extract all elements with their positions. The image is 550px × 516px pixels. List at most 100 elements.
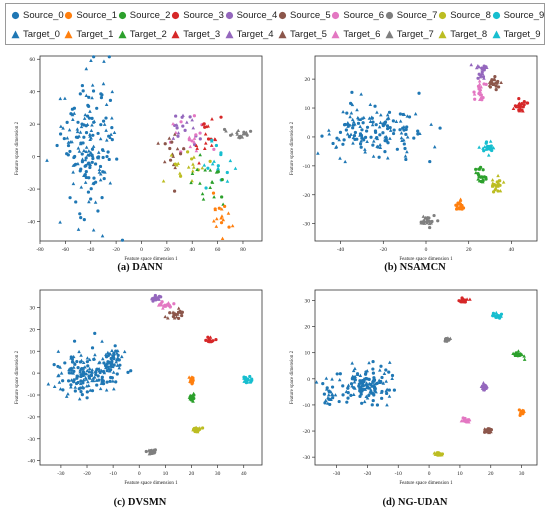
target-point	[58, 96, 63, 101]
target-point	[189, 180, 193, 185]
target-point	[100, 356, 105, 361]
source-point	[374, 123, 378, 127]
circle-marker-icon	[385, 11, 393, 19]
legend-item-target_5: Target_5	[278, 27, 327, 41]
source-point	[90, 116, 94, 120]
triangle-marker-icon	[438, 30, 447, 38]
target-point	[345, 132, 350, 136]
source-point	[350, 90, 354, 94]
source-point	[493, 75, 497, 79]
x-tick-label: -30	[57, 471, 65, 477]
y-tick-label: 0	[307, 135, 310, 141]
y-tick-label: -10	[303, 164, 311, 170]
source-point	[208, 159, 212, 163]
source-point	[391, 131, 396, 136]
target-point	[220, 236, 225, 240]
target-point	[198, 181, 202, 185]
source-point	[353, 130, 357, 135]
target-point	[213, 207, 218, 212]
source-point	[222, 127, 227, 132]
target-point	[165, 302, 170, 306]
source-point	[517, 97, 521, 101]
source-point	[79, 167, 83, 171]
target-point	[235, 132, 240, 136]
source-point	[74, 162, 78, 166]
target-point	[233, 166, 238, 170]
source-point	[457, 299, 461, 303]
target-point	[172, 316, 177, 320]
triangle-marker-icon	[278, 30, 287, 38]
source-point	[191, 378, 195, 383]
target-point	[337, 137, 342, 142]
y-axis-label: Feature space dimension 2	[15, 350, 20, 404]
y-tick-label: 20	[30, 122, 36, 128]
source-point	[522, 100, 526, 104]
target-point	[161, 179, 166, 183]
target-point	[190, 171, 195, 175]
target-point	[100, 339, 104, 343]
source-point	[356, 121, 361, 125]
source-point	[168, 158, 173, 162]
x-tick-label: -10	[109, 471, 117, 477]
target-point	[97, 167, 102, 172]
target-point	[351, 141, 355, 145]
source-point	[76, 366, 80, 370]
target-point	[79, 185, 84, 189]
source-point	[105, 380, 109, 384]
target-point	[210, 162, 215, 166]
target-point	[71, 170, 75, 174]
source-point	[159, 295, 163, 299]
source-point	[192, 114, 196, 118]
target-point	[171, 121, 175, 126]
legend-item-source_3: Source_3	[171, 8, 224, 22]
target-point	[100, 234, 105, 238]
source-point	[387, 110, 392, 114]
target-point	[156, 141, 160, 145]
source-point	[391, 119, 395, 123]
source-point	[65, 120, 69, 124]
target-point	[87, 357, 92, 362]
target-point	[390, 376, 394, 381]
source-point	[175, 126, 179, 130]
target-point	[79, 353, 83, 357]
source-point	[101, 119, 106, 123]
target-point	[194, 149, 199, 153]
source-point	[373, 104, 377, 108]
circle-marker-icon	[65, 11, 73, 19]
source-point	[474, 167, 478, 171]
y-tick-label: -20	[28, 415, 36, 421]
circle-marker-icon	[172, 11, 180, 19]
target-point	[459, 203, 463, 208]
source-point	[371, 398, 375, 403]
y-tick-label: -40	[28, 220, 36, 226]
source-point	[365, 129, 369, 133]
circle-marker-icon	[332, 11, 340, 19]
source-point	[379, 364, 383, 368]
target-point	[326, 393, 331, 397]
target-point	[96, 150, 101, 154]
target-point	[83, 157, 88, 162]
source-point	[69, 367, 73, 371]
source-point	[90, 346, 95, 350]
x-tick-label: 20	[488, 471, 494, 477]
x-tick-label: 20	[466, 247, 472, 253]
source-point	[351, 126, 355, 130]
source-point	[100, 196, 104, 200]
legend-label: Source_9	[503, 9, 545, 21]
source-point	[479, 96, 484, 100]
source-point	[346, 386, 350, 390]
source-point	[85, 396, 89, 400]
source-point	[109, 362, 113, 366]
target-point	[45, 158, 49, 162]
source-point	[206, 335, 210, 339]
target-point	[487, 80, 492, 84]
target-point	[91, 376, 96, 380]
target-point	[93, 369, 98, 373]
target-point	[353, 366, 357, 371]
target-point	[104, 388, 109, 392]
legend-item-source_5: Source_5	[278, 8, 331, 22]
source-point	[62, 136, 66, 141]
source-point	[404, 127, 408, 132]
target-point	[195, 167, 199, 171]
source-point	[188, 115, 192, 119]
